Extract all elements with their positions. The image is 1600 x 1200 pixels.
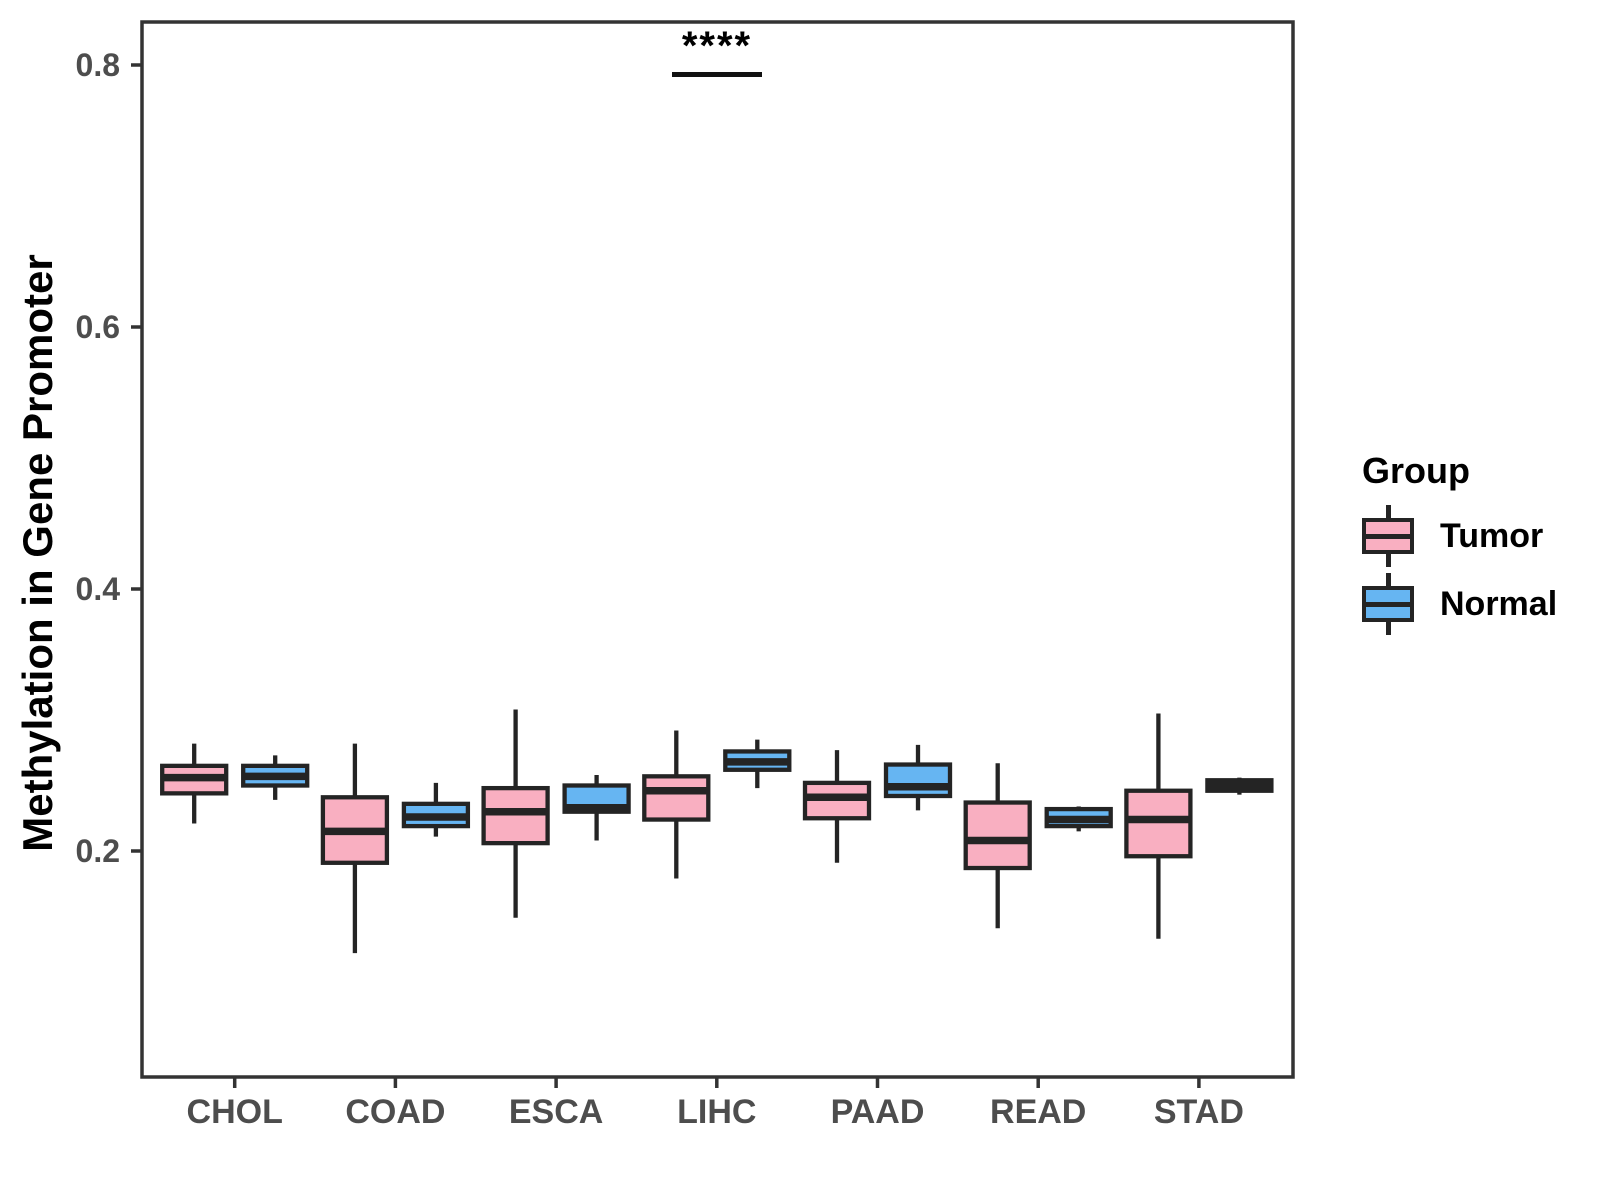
y-axis-tick-label: 0.4 <box>76 571 121 607</box>
x-axis-category-label: READ <box>990 1093 1086 1131</box>
box-PAAD-Normal <box>883 762 953 799</box>
x-axis-category-label: PAAD <box>831 1093 925 1131</box>
y-axis-tick-label: 0.6 <box>76 309 120 345</box>
significance-stars: **** <box>681 24 753 68</box>
x-axis-category-label: CHOL <box>187 1093 283 1131</box>
box-ESCA-Tumor <box>481 785 550 846</box>
box-STAD-Tumor <box>1124 788 1193 859</box>
legend-title: Group <box>1362 450 1470 491</box>
boxplot-key-icon <box>1362 573 1414 635</box>
x-axis-category-label: COAD <box>345 1093 445 1131</box>
boxplot-key-icon <box>1362 505 1414 567</box>
y-axis-tick-label: 0.2 <box>76 833 120 869</box>
y-axis-tick-label: 0.8 <box>76 47 120 83</box>
legend: Group Tumor Normal <box>1362 450 1557 638</box>
legend-item-normal: Normal <box>1362 570 1557 638</box>
x-axis-category-label: LIHC <box>677 1093 756 1131</box>
box-READ-Tumor <box>963 800 1032 871</box>
y-axis-title: Methylation in Gene Promoter <box>14 254 61 852</box>
x-axis-category-label: ESCA <box>509 1093 603 1131</box>
panel-border <box>140 20 1295 1079</box>
box-LIHC-Tumor <box>642 774 711 822</box>
significance-bar <box>672 72 762 77</box>
legend-label-normal: Normal <box>1440 584 1558 623</box>
significance-annotation: **** <box>617 24 817 77</box>
legend-item-tumor: Tumor <box>1362 502 1557 570</box>
x-axis-category-label: STAD <box>1154 1093 1244 1131</box>
legend-label-tumor: Tumor <box>1440 516 1544 555</box>
